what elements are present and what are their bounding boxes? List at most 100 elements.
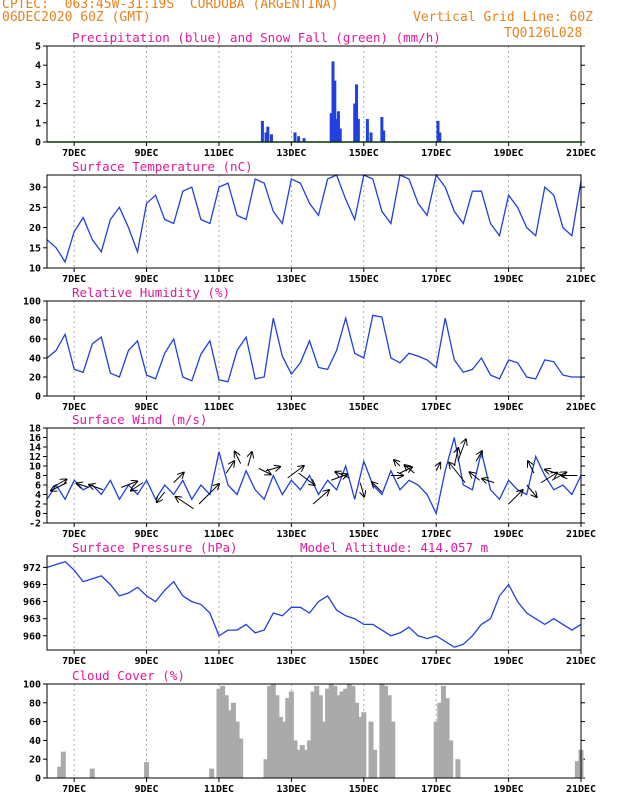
wind-arrow bbox=[51, 482, 68, 491]
wind-arrow bbox=[360, 482, 364, 497]
humidity-ytick-label: 0 bbox=[35, 392, 41, 403]
cloud-xtick-label: 9DEC bbox=[135, 784, 159, 795]
wind-arrow bbox=[173, 473, 184, 483]
humidity-xtick-label: 11DEC bbox=[204, 402, 234, 413]
pressure-ytick-label: 969 bbox=[23, 580, 41, 591]
precip-bar bbox=[269, 134, 273, 142]
cloud-ytick-label: 100 bbox=[23, 680, 41, 691]
cloud-bar bbox=[368, 721, 374, 778]
wind-ytick-label: 14 bbox=[29, 443, 41, 454]
precip-bar bbox=[380, 117, 384, 142]
wind-arrow bbox=[131, 482, 144, 491]
precip-bar bbox=[266, 126, 270, 142]
cloud-xtick-label: 7DEC bbox=[62, 784, 86, 795]
wind-ytick-label: -2 bbox=[29, 519, 41, 530]
cloud-bar bbox=[440, 685, 446, 778]
precip-bar bbox=[264, 132, 268, 142]
cloud-bar bbox=[317, 695, 323, 778]
cloud-bar bbox=[89, 768, 95, 778]
precip-bar bbox=[297, 136, 301, 142]
wind-arrow bbox=[312, 490, 329, 505]
pressure-ytick-label: 966 bbox=[23, 597, 41, 608]
wind-frame bbox=[46, 427, 582, 524]
wind-arrow bbox=[526, 484, 537, 497]
cloud-bar bbox=[444, 698, 450, 778]
header-model-code: TQ0126L028 bbox=[504, 26, 583, 41]
wind-xtick-label: 7DEC bbox=[62, 529, 86, 540]
temperature-xtick-label: 13DEC bbox=[276, 274, 306, 285]
cloud-bar bbox=[361, 712, 367, 778]
cloud-bar bbox=[383, 685, 389, 778]
cloud-bar bbox=[574, 761, 580, 778]
wind-ytick-label: 18 bbox=[29, 424, 41, 435]
cloud-bar bbox=[325, 688, 331, 778]
temperature-xtick-label: 11DEC bbox=[204, 274, 234, 285]
pressure-xtick-label: 11DEC bbox=[204, 656, 234, 667]
precip-bar bbox=[333, 80, 337, 142]
precipitation-xtick-label: 7DEC bbox=[62, 148, 86, 159]
wind-xtick-label: 9DEC bbox=[135, 529, 159, 540]
precip-bar bbox=[331, 61, 335, 142]
temperature-ytick-label: 10 bbox=[29, 264, 41, 275]
precip-bar bbox=[329, 113, 333, 142]
cloud-frame bbox=[46, 683, 582, 779]
cloud-bar bbox=[321, 721, 327, 778]
wind-ytick-label: 4 bbox=[35, 490, 41, 501]
pressure-xtick-label: 17DEC bbox=[421, 656, 451, 667]
cloud-bar bbox=[263, 759, 269, 778]
cloud-bar bbox=[267, 685, 273, 778]
cloud-bar bbox=[332, 685, 338, 778]
wind-arrow bbox=[176, 497, 194, 510]
cloud-bar bbox=[278, 716, 284, 778]
precipitation-ytick-label: 2 bbox=[35, 99, 41, 110]
wind-arrow bbox=[298, 472, 315, 485]
humidity-ytick-label: 100 bbox=[23, 297, 41, 308]
cloud-xtick-label: 11DEC bbox=[204, 784, 234, 795]
cloud-title: Cloud Cover (%) bbox=[72, 668, 185, 683]
wind-xtick-label: 21DEC bbox=[566, 529, 596, 540]
wind-arrow bbox=[331, 474, 347, 481]
cloud-bar bbox=[288, 691, 294, 778]
wind-arrow bbox=[235, 452, 242, 464]
wind-xtick-label: 15DEC bbox=[349, 529, 379, 540]
precip-bar bbox=[302, 138, 306, 142]
humidity-frame bbox=[46, 300, 582, 397]
precipitation-ytick-label: 4 bbox=[35, 61, 41, 72]
wind-ytick-label: 10 bbox=[29, 462, 41, 473]
wind-arrow bbox=[394, 460, 400, 466]
precipitation-xtick-label: 13DEC bbox=[276, 148, 306, 159]
humidity-ytick-label: 80 bbox=[29, 316, 41, 327]
precip-bar bbox=[355, 84, 359, 142]
precip-bar bbox=[293, 132, 297, 142]
wind-ytick-label: 16 bbox=[29, 433, 41, 444]
cloud-bar bbox=[448, 740, 454, 778]
wind-ytick-label: 8 bbox=[35, 471, 41, 482]
precipitation-ytick-label: 1 bbox=[35, 118, 41, 129]
wind-arrow bbox=[157, 491, 166, 502]
cloud-bar bbox=[433, 721, 439, 778]
wind-arrow bbox=[77, 483, 89, 487]
temperature-frame bbox=[46, 174, 582, 269]
humidity-ytick-label: 20 bbox=[29, 373, 41, 384]
cloud-bar bbox=[455, 759, 461, 778]
pressure-annotation: Model Altitude: 414.057 m bbox=[300, 540, 488, 555]
wind-arrow bbox=[508, 490, 523, 505]
humidity-ytick-label: 40 bbox=[29, 354, 41, 365]
wind-xtick-label: 19DEC bbox=[494, 529, 524, 540]
precip-bar bbox=[382, 130, 386, 142]
temperature-series-line bbox=[46, 173, 582, 264]
wind-arrow bbox=[198, 484, 219, 505]
cloud-xtick-label: 15DEC bbox=[349, 784, 379, 795]
wind-arrow bbox=[335, 472, 350, 479]
precipitation-xtick-label: 15DEC bbox=[349, 148, 379, 159]
humidity-xtick-label: 7DEC bbox=[62, 402, 86, 413]
cloud-bar bbox=[339, 691, 345, 778]
wind-ytick-label: 12 bbox=[29, 452, 41, 463]
cloud-bar bbox=[437, 702, 443, 778]
wind-xtick-label: 17DEC bbox=[421, 529, 451, 540]
wind-arrow bbox=[545, 470, 564, 476]
cloud-bar bbox=[220, 685, 226, 778]
wind-arrow bbox=[457, 439, 466, 462]
precip-bar bbox=[369, 132, 373, 142]
cloud-bar bbox=[328, 684, 334, 778]
